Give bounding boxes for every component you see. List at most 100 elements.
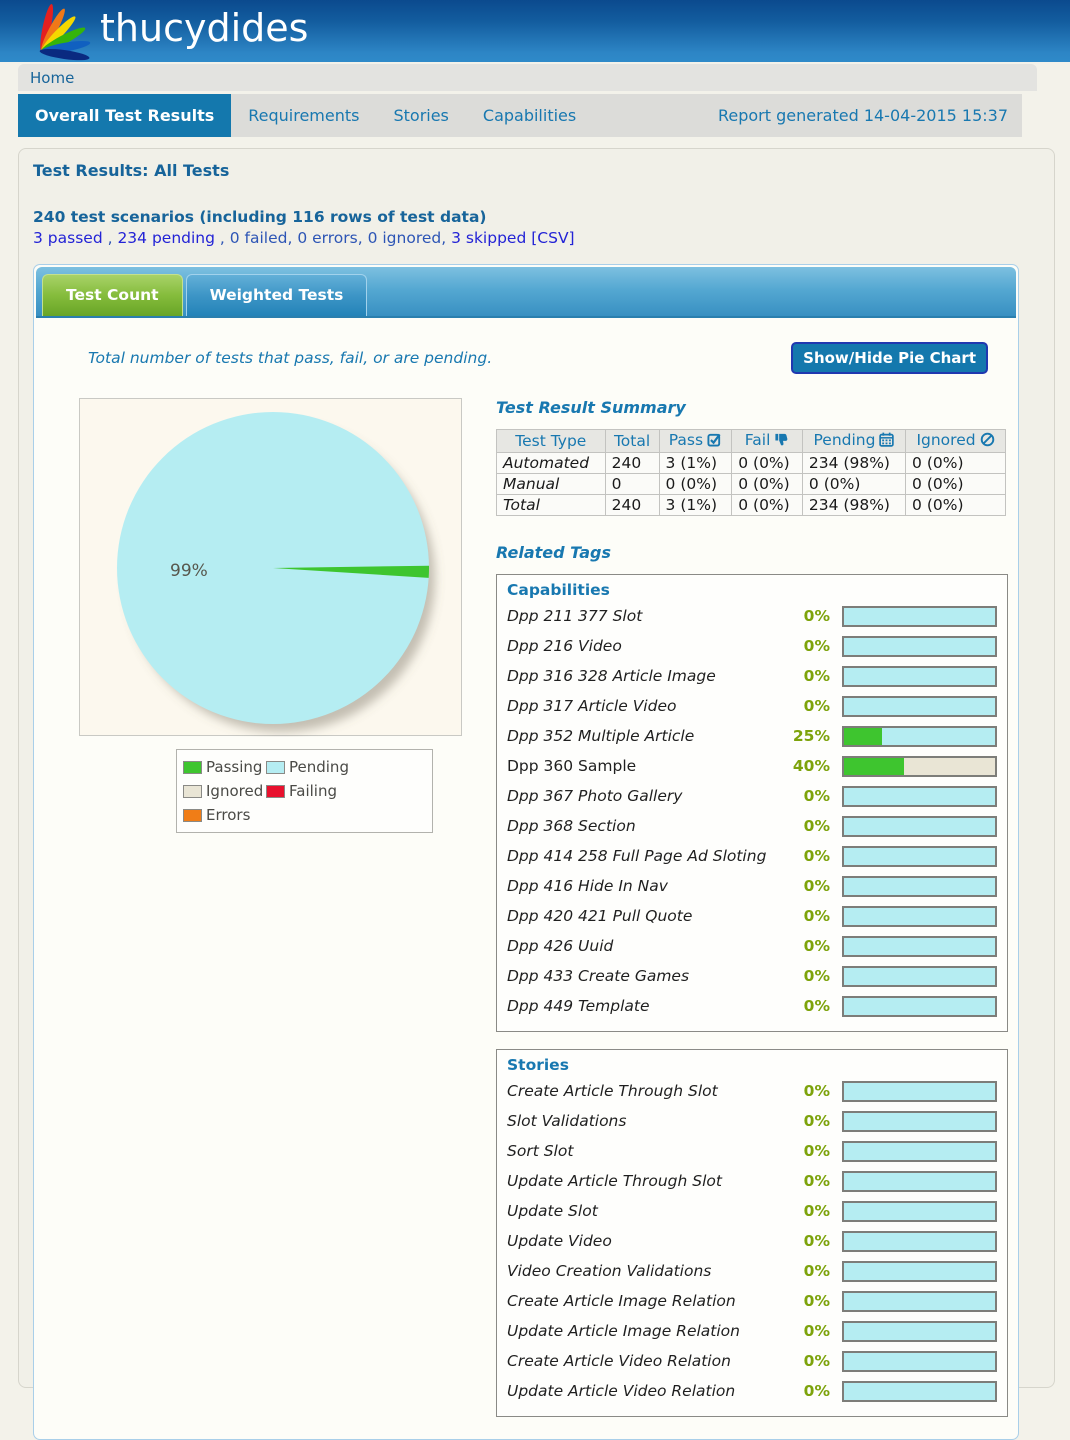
tag-percentage: 0%: [803, 967, 830, 985]
progress-bar-remainder: [844, 1172, 995, 1190]
tag-link[interactable]: Dpp 316 328 Article Image: [507, 667, 716, 685]
progress-bar-remainder: [844, 997, 995, 1015]
legend-item-failing: Failing: [266, 782, 349, 800]
progress-bar: [842, 1080, 997, 1102]
progress-bar: [842, 935, 997, 957]
tag-percentage: 0%: [803, 1322, 830, 1340]
tag-link[interactable]: Create Article Image Relation: [507, 1292, 736, 1310]
progress-bar-remainder: [844, 1232, 995, 1250]
value-cell: 0 (0%): [731, 473, 803, 495]
legend-item-ignored: Ignored: [183, 782, 266, 800]
tag-percentage: 40%: [792, 757, 830, 775]
progress-bar: [842, 905, 997, 927]
tag-row: Update Video 0%: [507, 1226, 997, 1256]
tag-link[interactable]: Video Creation Validations: [507, 1262, 712, 1280]
tag-row: Sort Slot 0%: [507, 1136, 997, 1166]
tag-link[interactable]: Update Article Image Relation: [507, 1322, 740, 1340]
skipped-link[interactable]: 3 skipped: [451, 229, 527, 247]
legend-swatch-pending: [266, 760, 285, 774]
tag-link[interactable]: Dpp 433 Create Games: [507, 967, 690, 985]
checkbox-check-icon: [707, 432, 722, 451]
app-logo-text: thucydides: [100, 6, 309, 50]
thumbs-down-icon: [774, 432, 789, 451]
passed-link[interactable]: 3 passed: [33, 229, 103, 247]
breadcrumb: Home: [18, 64, 1037, 91]
pending-link[interactable]: 234 pending: [117, 229, 215, 247]
progress-bar-remainder: [844, 847, 995, 865]
tag-group-title: Stories: [507, 1056, 569, 1074]
progress-bar: [842, 875, 997, 897]
tag-link[interactable]: Update Article Through Slot: [507, 1172, 722, 1190]
progress-bar-remainder: [844, 967, 995, 985]
value-cell: 0 (0%): [905, 452, 1006, 474]
tag-link[interactable]: Update Video: [507, 1232, 612, 1250]
nav-tab-group: Requirements Stories Capabilities: [231, 94, 593, 137]
breadcrumb-home-link[interactable]: Home: [30, 68, 75, 87]
tag-link[interactable]: Update Slot: [507, 1202, 598, 1220]
widget-tab-strip: Test Count Weighted Tests: [36, 267, 1016, 318]
tab-weighted-tests[interactable]: Weighted Tests: [185, 274, 368, 316]
table-row: Manual 0 0 (0%) 0 (0%) 0 (0%) 0 (0%): [496, 473, 1006, 495]
content-panel: Test Results: All Tests 240 test scenari…: [18, 148, 1055, 1440]
tag-link[interactable]: Dpp 414 258 Full Page Ad Sloting: [507, 847, 767, 865]
tab-requirements[interactable]: Requirements: [248, 106, 360, 125]
legend-label: Errors: [206, 806, 251, 824]
legend-swatch-passing: [183, 760, 202, 774]
tag-link[interactable]: Dpp 368 Section: [507, 817, 636, 835]
tag-link[interactable]: Dpp 426 Uuid: [507, 937, 614, 955]
tag-link[interactable]: Dpp 360 Sample: [507, 757, 637, 775]
tab-stories[interactable]: Stories: [393, 106, 449, 125]
tag-percentage: 0%: [803, 1082, 830, 1100]
tag-link[interactable]: Dpp 416 Hide In Nav: [507, 877, 668, 895]
progress-bar: [842, 1350, 997, 1372]
result-links-line: 3 passed , 234 pending , 0 failed, 0 err…: [33, 229, 1040, 247]
tag-link[interactable]: Update Article Video Relation: [507, 1382, 736, 1400]
tag-link[interactable]: Dpp 317 Article Video: [507, 697, 677, 715]
tag-link[interactable]: Dpp 352 Multiple Article: [507, 727, 695, 745]
tag-link[interactable]: Dpp 449 Template: [507, 997, 650, 1015]
tag-row: Dpp 216 Video 0%: [507, 631, 997, 661]
show-hide-pie-chart-button[interactable]: Show/Hide Pie Chart: [791, 342, 988, 374]
tag-link[interactable]: Dpp 211 377 Slot: [507, 607, 643, 625]
tag-link[interactable]: Create Article Through Slot: [507, 1082, 718, 1100]
tab-overall-test-results[interactable]: Overall Test Results: [18, 94, 232, 137]
tag-row: Update Article Through Slot 0%: [507, 1166, 997, 1196]
legend-item-passing: Passing: [183, 758, 266, 776]
pie-chart-box: 99%: [79, 398, 462, 736]
table-row: Automated 240 3 (1%) 0 (0%) 234 (98%) 0 (0%): [496, 452, 1006, 474]
tab-test-count[interactable]: Test Count: [42, 274, 183, 316]
tag-link[interactable]: Dpp 367 Photo Gallery: [507, 787, 683, 805]
legend-label: Ignored: [206, 782, 264, 800]
tag-link[interactable]: Dpp 216 Video: [507, 637, 622, 655]
column-header-total: Total: [604, 429, 660, 453]
legend-item-errors: Errors: [183, 806, 266, 824]
tag-row: Dpp 414 258 Full Page Ad Sloting 0%: [507, 841, 997, 871]
progress-bar-remainder: [844, 1322, 995, 1340]
tag-link[interactable]: Slot Validations: [507, 1112, 627, 1130]
row-label-cell: Automated: [496, 452, 606, 474]
separator: ,: [214, 229, 230, 247]
tag-percentage: 0%: [803, 877, 830, 895]
progress-bar-remainder: [904, 757, 995, 775]
value-cell: 0 (0%): [801, 473, 907, 495]
progress-bar: [842, 605, 997, 627]
progress-bar-remainder: [844, 787, 995, 805]
tag-percentage: 0%: [803, 1112, 830, 1130]
main-nav-tabbar: Overall Test Results Requirements Stories…: [18, 94, 1022, 137]
progress-bar: [842, 1290, 997, 1312]
tag-link[interactable]: Create Article Video Relation: [507, 1352, 731, 1370]
tab-capabilities[interactable]: Capabilities: [482, 106, 577, 125]
test-result-summary-table: Test Type Total Pass Fail Pending Ignored Aut…: [496, 429, 1006, 516]
app-banner: thucydides: [0, 0, 1070, 62]
value-cell: 0 (0%): [905, 494, 1006, 516]
tag-link[interactable]: Dpp 420 421 Pull Quote: [507, 907, 693, 925]
tag-link[interactable]: Sort Slot: [507, 1142, 574, 1160]
progress-bar: [842, 1170, 997, 1192]
value-cell: 0 (0%): [731, 494, 803, 516]
column-header-test-type: Test Type: [496, 429, 606, 453]
csv-link[interactable]: [CSV]: [531, 229, 575, 247]
legend-label: Pending: [289, 758, 349, 776]
table-row: Total 240 3 (1%) 0 (0%) 234 (98%) 0 (0%): [496, 494, 1006, 516]
progress-bar: [842, 1260, 997, 1282]
legend-swatch-failing: [266, 784, 285, 798]
